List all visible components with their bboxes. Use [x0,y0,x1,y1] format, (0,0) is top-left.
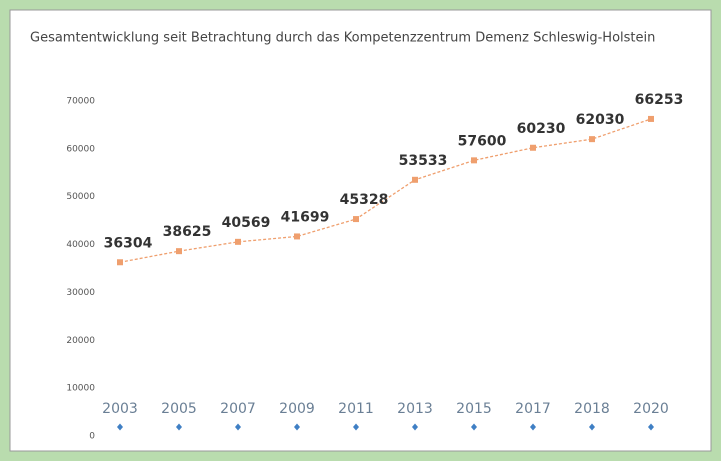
y-tick-label: 0 [89,432,95,442]
data-label: 62030 [576,112,625,128]
point-marker [294,233,300,240]
data-label: 45328 [340,192,389,208]
x-tick-label: 2007 [220,401,256,417]
point-marker [412,176,418,183]
y-tick-label: 40000 [66,240,95,250]
point-marker [176,248,182,255]
point-marker [471,157,477,164]
data-label: 36304 [104,235,153,251]
point-marker [589,136,595,143]
data-label: 57600 [458,133,507,149]
point-marker [530,144,536,151]
point-marker [353,423,359,431]
point-marker [412,423,418,431]
x-tick-label: 2009 [279,401,315,417]
x-tick-label: 2020 [633,401,669,417]
data-label: 38625 [163,224,212,240]
point-marker [530,423,536,431]
chart-title: Gesamtentwicklung seit Betrachtung durch… [30,31,655,46]
data-label: 60230 [517,121,566,137]
data-label: 40569 [222,215,271,231]
point-marker [235,238,241,245]
data-label: 66253 [635,92,684,108]
x-tick-label: 2018 [574,401,610,417]
point-marker [117,259,123,266]
y-tick-label: 50000 [66,192,95,202]
y-tick-label: 70000 [66,97,95,107]
x-tick-label: 2015 [456,401,492,417]
point-marker [235,423,241,431]
point-marker [648,115,654,122]
data-label: 41699 [281,209,330,225]
point-marker [471,423,477,431]
point-marker [294,423,300,431]
x-tick-label: 2011 [338,401,374,417]
point-marker [176,423,182,431]
point-marker [589,423,595,431]
chart-panel [9,9,712,452]
x-tick-label: 2005 [161,401,197,417]
x-tick-label: 2017 [515,401,551,417]
x-tick-label: 2003 [102,401,138,417]
x-tick-label: 2013 [397,401,433,417]
data-label: 53533 [399,153,448,169]
series-line [119,118,652,263]
point-marker [353,216,359,223]
point-marker [648,423,654,431]
y-tick-label: 20000 [66,336,95,346]
point-marker [117,423,123,431]
y-tick-label: 60000 [66,144,95,154]
y-tick-label: 30000 [66,288,95,298]
y-tick-label: 10000 [66,384,95,394]
